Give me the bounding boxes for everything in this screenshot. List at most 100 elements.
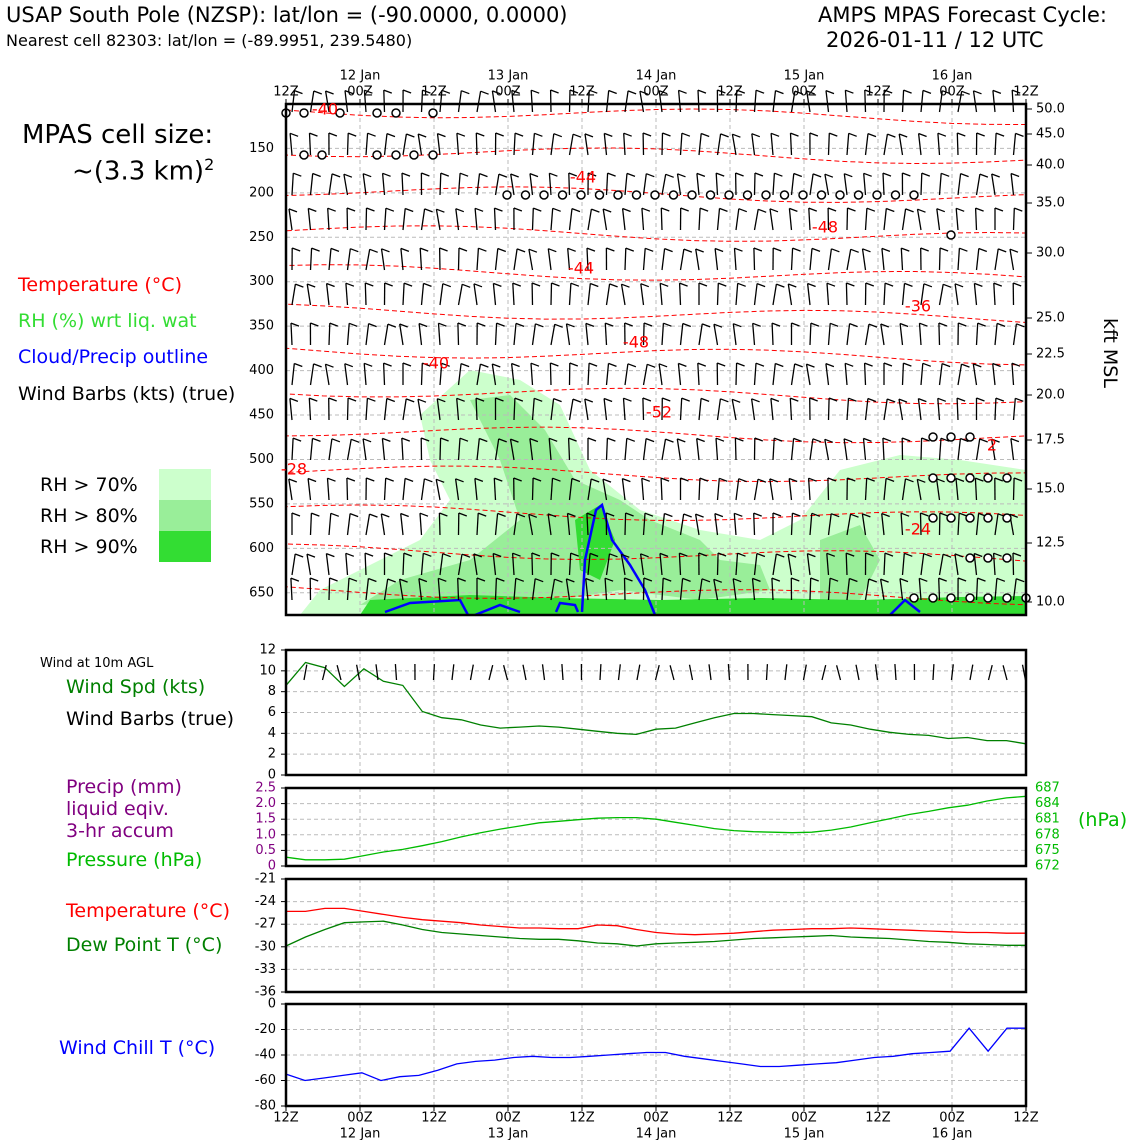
wind-barb-flag xyxy=(606,247,615,252)
wind-barb xyxy=(454,478,460,501)
wind-barb xyxy=(846,398,850,421)
wind-barb xyxy=(844,363,848,386)
wind-barb-flag xyxy=(400,247,410,253)
wind-barb-flag xyxy=(680,207,689,212)
wind-barb xyxy=(604,323,608,346)
wind-barb-flag xyxy=(530,362,540,367)
wind-barb-flag xyxy=(529,172,539,178)
calm-wind-marker xyxy=(594,190,605,200)
wind-barb-flag xyxy=(977,577,986,582)
wind-barb-flag xyxy=(973,363,982,368)
y-tick-label: -30 xyxy=(255,939,276,954)
wind-barb xyxy=(660,478,663,501)
wind-barb-flag xyxy=(457,577,466,582)
wind-barb xyxy=(585,578,589,601)
wind-barb xyxy=(383,578,389,601)
wind-barb xyxy=(771,578,774,601)
wind-barb-flag xyxy=(824,438,834,443)
wind-barb-flag xyxy=(384,552,393,557)
wind-barb xyxy=(937,133,941,156)
wind-barb-flag xyxy=(535,323,544,328)
wind-barb-flag xyxy=(713,323,723,328)
wind-barb-flag xyxy=(849,322,858,328)
kft-tick-label: 25.0 xyxy=(1036,311,1065,326)
wind-barb-flag xyxy=(683,248,693,253)
wind-barb-flag xyxy=(939,512,949,517)
wind-barb xyxy=(509,438,515,461)
wind-barb-flag xyxy=(460,362,470,368)
wind-barb xyxy=(494,323,498,346)
wind-barb-flag xyxy=(419,247,429,252)
wind-barb-flag xyxy=(979,173,989,178)
wind-barb xyxy=(696,438,700,461)
wind-barb xyxy=(937,398,941,421)
wind-barb xyxy=(346,133,349,156)
wind-barb-flag xyxy=(979,438,988,443)
wind-barb xyxy=(306,283,312,306)
wind-barb xyxy=(901,283,906,306)
wind-barb-flag xyxy=(905,478,914,483)
wind-barb-flag xyxy=(474,477,484,483)
wind-barb xyxy=(457,322,460,346)
wind-barb-flag xyxy=(954,553,964,558)
wind-barb-flag xyxy=(516,513,526,518)
wind-barb xyxy=(805,363,811,386)
wind-barb-flag xyxy=(493,282,502,288)
wind-barb-flag xyxy=(645,437,655,443)
wind-barb xyxy=(418,323,423,346)
panel-frame xyxy=(284,648,1028,777)
wind-barb-flag xyxy=(404,477,414,483)
wind-barb xyxy=(916,209,922,231)
calm-wind-marker xyxy=(965,513,975,523)
wind-barb xyxy=(326,478,330,501)
wind-barb-flag xyxy=(662,132,671,137)
wind-barb-flag xyxy=(683,513,692,518)
wind-barb xyxy=(418,578,423,601)
wind-barb-flag xyxy=(921,437,930,442)
wind-barb xyxy=(307,478,312,501)
wind-barb xyxy=(843,438,848,461)
calm-wind-marker xyxy=(1002,593,1012,603)
wind-barb xyxy=(531,552,534,576)
wind-barb xyxy=(309,173,314,196)
wind-barb xyxy=(457,173,461,196)
wind-barb xyxy=(789,133,793,156)
wind-barb-flag xyxy=(824,173,834,178)
wind-barb-flag xyxy=(497,512,506,518)
kft-tick-label: 17.5 xyxy=(1036,433,1065,448)
wind-barb xyxy=(548,173,552,196)
wind-barb-flag xyxy=(991,438,1000,443)
temperature-contour-label: -40 xyxy=(312,100,338,119)
wind-barb-flag xyxy=(978,247,988,253)
wind-barb xyxy=(715,438,719,461)
wind-barb xyxy=(345,553,349,576)
wind-barb-flag xyxy=(497,247,507,253)
wind-10m-panel xyxy=(281,648,1028,777)
wind-barb-flag xyxy=(719,477,728,482)
top-time-label: 00Z xyxy=(495,85,521,100)
pressure-tick-label: 150 xyxy=(249,141,274,156)
wind-barb-flag xyxy=(529,437,539,443)
wind-barb xyxy=(919,512,922,536)
wind-barb xyxy=(916,479,922,501)
wind-barb-flag xyxy=(459,437,469,442)
kft-tick-label: 45.0 xyxy=(1036,127,1065,142)
panel-frame xyxy=(284,786,1028,868)
wind-barb xyxy=(751,133,756,156)
wind-barb xyxy=(547,513,552,536)
wind-barb xyxy=(957,248,961,271)
wind-barb-flag xyxy=(386,132,396,138)
wind-barb xyxy=(824,439,830,461)
wind-barb xyxy=(732,323,737,346)
wind-barb-flag xyxy=(476,322,486,327)
wind-barb xyxy=(457,438,461,461)
temperature-contour xyxy=(285,543,1027,562)
wind-barb xyxy=(770,398,774,421)
wind-barb-flag xyxy=(621,283,630,288)
wind-barb xyxy=(328,577,331,601)
wind-barb xyxy=(417,133,423,156)
wind-barb xyxy=(439,437,442,461)
wind-barb xyxy=(846,514,852,536)
wind-barb-flag xyxy=(794,90,804,95)
wind-barb xyxy=(493,208,497,231)
